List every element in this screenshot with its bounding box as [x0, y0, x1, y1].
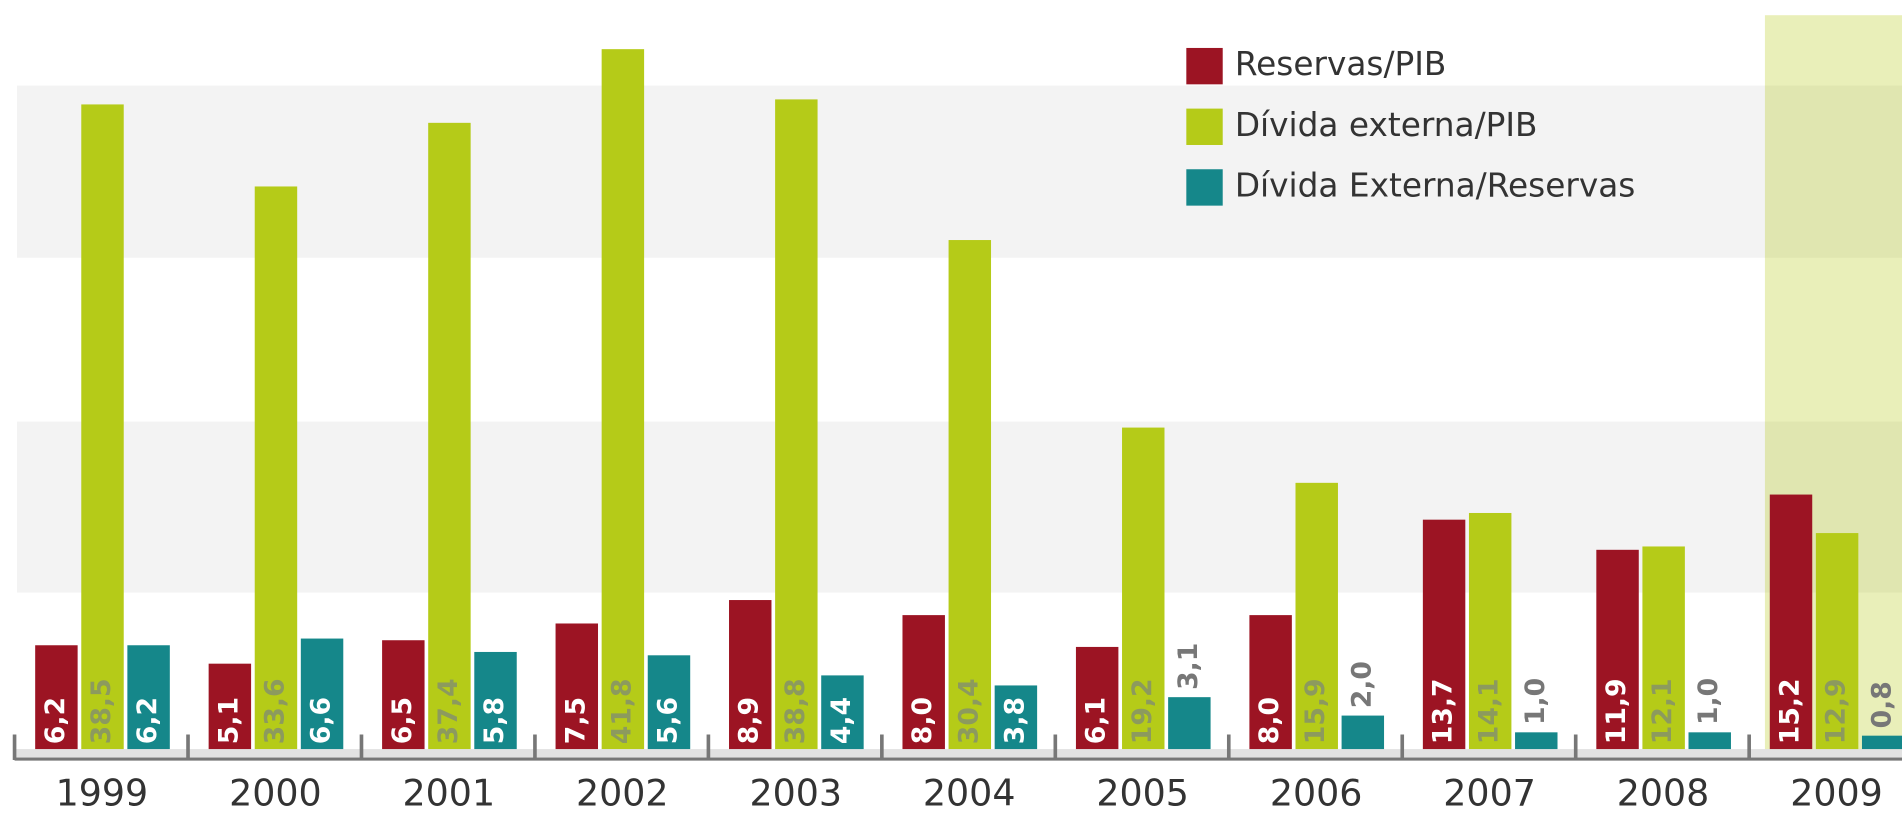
bar [1596, 549, 1639, 750]
value-label: 6,2 [40, 697, 71, 744]
x-tick-label: 1999 [56, 772, 149, 814]
bar [254, 186, 298, 750]
bar [81, 104, 124, 750]
bar [1341, 715, 1385, 750]
x-tick-label: 2000 [229, 772, 322, 814]
bar [35, 645, 78, 750]
bar [902, 615, 945, 750]
bar [1468, 512, 1512, 750]
value-label: 15,9 [1300, 678, 1331, 744]
bar [1075, 646, 1119, 750]
legend-swatch [1186, 47, 1223, 85]
value-label: 3,8 [999, 697, 1030, 744]
bar [382, 640, 425, 750]
x-tick-label: 2008 [1617, 772, 1710, 814]
legend-label: Reservas/PIB [1235, 45, 1447, 83]
x-tick-label: 2009 [1790, 772, 1883, 814]
x-tick-label: 2007 [1443, 772, 1536, 814]
bar [1515, 732, 1558, 750]
value-label: 8,0 [1254, 697, 1285, 744]
x-tick-label: 2001 [403, 772, 496, 814]
value-label: 6,2 [132, 697, 163, 744]
bar [428, 122, 471, 750]
bar [821, 675, 864, 750]
value-label: 6,1 [1081, 697, 1112, 744]
value-label: 38,5 [86, 678, 117, 744]
bar [1688, 732, 1731, 750]
value-label: 7,5 [560, 697, 591, 744]
legend-label: Dívida Externa/Reservas [1235, 166, 1636, 204]
value-label: 41,8 [606, 678, 637, 744]
bar [1642, 546, 1685, 750]
value-label: 6,5 [387, 697, 418, 744]
x-tick-label: 2004 [923, 772, 1016, 814]
value-label: 5,6 [652, 697, 683, 744]
value-label: 5,1 [213, 697, 244, 744]
bar [1295, 482, 1338, 750]
value-label: 38,8 [780, 678, 811, 744]
bar [300, 638, 344, 750]
bar [601, 49, 645, 750]
value-label: 14,1 [1474, 678, 1505, 744]
value-label: 4,4 [826, 697, 857, 744]
value-label: 33,6 [259, 678, 290, 744]
value-label: 1,0 [1693, 678, 1724, 725]
value-label: 5,8 [479, 697, 510, 744]
value-label: 6,6 [306, 697, 337, 744]
x-tick-label: 2005 [1096, 772, 1189, 814]
value-label: 3,1 [1173, 643, 1204, 690]
bar [208, 663, 252, 750]
bar [1422, 519, 1466, 750]
value-label: 13,7 [1428, 678, 1459, 744]
bar [729, 600, 772, 750]
value-label: 8,9 [734, 697, 765, 744]
value-label: 2,0 [1346, 661, 1377, 708]
x-tick-label: 2002 [576, 772, 669, 814]
legend-label: Dívida externa/PIB [1235, 106, 1538, 144]
value-label: 19,2 [1127, 678, 1158, 744]
value-label: 12,1 [1647, 678, 1678, 744]
bar [127, 645, 170, 750]
value-label: 15,2 [1775, 678, 1806, 744]
legend-swatch [1186, 169, 1223, 206]
bar [1815, 533, 1859, 750]
value-label: 12,9 [1821, 678, 1852, 744]
value-label: 30,4 [953, 678, 984, 744]
bar [647, 655, 691, 750]
bar [1122, 427, 1165, 750]
legend-swatch [1186, 108, 1223, 145]
bar [1168, 697, 1211, 750]
bar [948, 240, 992, 750]
background-band [16, 85, 1902, 258]
bar [1249, 615, 1292, 750]
value-label: 8,0 [907, 697, 938, 744]
bar [775, 99, 818, 750]
value-label: 11,9 [1601, 678, 1632, 744]
bar [1769, 494, 1813, 750]
x-tick-label: 2003 [749, 772, 842, 814]
bar [555, 623, 599, 750]
axis-shadow [14, 749, 1902, 758]
value-label: 0,8 [1867, 681, 1898, 728]
value-label: 37,4 [433, 678, 464, 744]
bar [994, 685, 1038, 750]
x-tick-label: 2006 [1270, 772, 1363, 814]
bar [474, 651, 517, 750]
bar [1861, 735, 1902, 750]
value-label: 1,0 [1520, 678, 1551, 725]
